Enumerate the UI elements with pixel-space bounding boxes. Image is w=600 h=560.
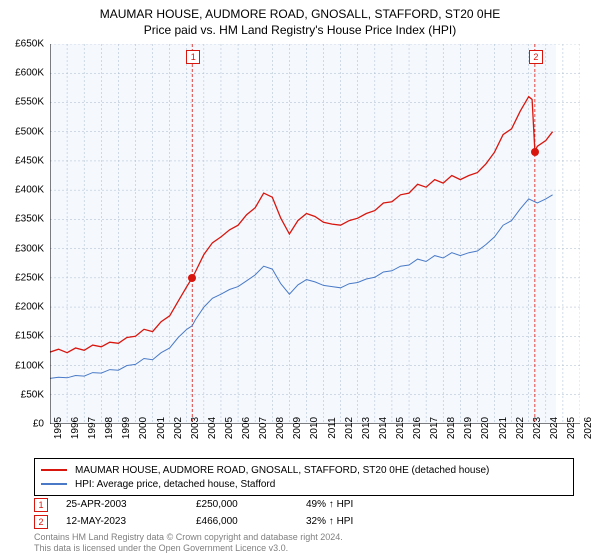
x-tick-label: 2006	[241, 417, 252, 439]
transaction-marker: 1	[186, 50, 200, 64]
x-tick-label: 1995	[53, 417, 64, 439]
chart-title: MAUMAR HOUSE, AUDMORE ROAD, GNOSALL, STA…	[0, 0, 600, 38]
x-tick-label: 2003	[190, 417, 201, 439]
x-tick-label: 1997	[87, 417, 98, 439]
transaction-row: 2 12-MAY-2023£466,00032% ↑ HPI	[34, 513, 574, 530]
y-tick-label: £550K	[15, 97, 44, 108]
x-tick-label: 2020	[480, 417, 491, 439]
legend-label: HPI: Average price, detached house, Staf…	[75, 479, 275, 490]
x-tick-label: 2019	[463, 417, 474, 439]
x-tick-label: 2013	[361, 417, 372, 439]
x-tick-label: 2022	[515, 417, 526, 439]
x-tick-label: 2010	[309, 417, 320, 439]
x-tick-label: 2016	[412, 417, 423, 439]
transaction-row: 1 25-APR-2003£250,00049% ↑ HPI	[34, 496, 574, 513]
footer-attribution: Contains HM Land Registry data © Crown c…	[34, 532, 343, 555]
y-tick-label: £50K	[21, 389, 44, 400]
y-tick-label: £450K	[15, 155, 44, 166]
x-tick-label: 1998	[104, 417, 115, 439]
chart-plot-area: 12	[50, 44, 580, 424]
x-tick-label: 2015	[395, 417, 406, 439]
x-tick-label: 2004	[207, 417, 218, 439]
x-tick-label: 2024	[549, 417, 560, 439]
x-tick-label: 2021	[498, 417, 509, 439]
y-axis: £0£50K£100K£150K£200K£250K£300K£350K£400…	[0, 44, 48, 424]
x-tick-label: 2017	[429, 417, 440, 439]
y-tick-label: £350K	[15, 214, 44, 225]
transaction-dot	[188, 274, 196, 282]
y-tick-label: £150K	[15, 331, 44, 342]
x-axis: 1995199619971998199920002001200220032004…	[50, 424, 580, 458]
y-tick-label: £500K	[15, 126, 44, 137]
title-line-2: Price paid vs. HM Land Registry's House …	[0, 22, 600, 38]
legend-label: MAUMAR HOUSE, AUDMORE ROAD, GNOSALL, STA…	[75, 465, 489, 476]
x-tick-label: 2012	[344, 417, 355, 439]
x-tick-label: 2014	[378, 417, 389, 439]
transaction-date: 25-APR-2003	[66, 499, 196, 510]
y-tick-label: £200K	[15, 302, 44, 313]
transaction-row-marker: 1	[34, 498, 48, 512]
transaction-row-marker: 2	[34, 515, 48, 529]
transaction-price: £466,000	[196, 516, 306, 527]
legend-swatch	[41, 483, 67, 485]
y-tick-label: £650K	[15, 39, 44, 50]
transaction-pct: 49% ↑ HPI	[306, 499, 426, 510]
legend-item: HPI: Average price, detached house, Staf…	[41, 477, 567, 491]
y-tick-label: £600K	[15, 68, 44, 79]
footer-line-2: This data is licensed under the Open Gov…	[34, 543, 343, 554]
x-tick-label: 2008	[275, 417, 286, 439]
x-tick-label: 1996	[70, 417, 81, 439]
transaction-date: 12-MAY-2023	[66, 516, 196, 527]
transaction-marker: 2	[529, 50, 543, 64]
legend-swatch	[41, 469, 67, 471]
x-tick-label: 2023	[532, 417, 543, 439]
y-tick-label: £250K	[15, 272, 44, 283]
y-tick-label: £300K	[15, 243, 44, 254]
y-tick-label: £0	[33, 419, 44, 430]
title-line-1: MAUMAR HOUSE, AUDMORE ROAD, GNOSALL, STA…	[0, 6, 600, 22]
x-tick-label: 2005	[224, 417, 235, 439]
x-tick-label: 2000	[138, 417, 149, 439]
x-tick-label: 2025	[566, 417, 577, 439]
transaction-pct: 32% ↑ HPI	[306, 516, 426, 527]
x-tick-label: 2018	[446, 417, 457, 439]
x-tick-label: 2009	[292, 417, 303, 439]
x-tick-label: 2001	[156, 417, 167, 439]
x-tick-label: 1999	[121, 417, 132, 439]
y-tick-label: £400K	[15, 185, 44, 196]
chart-svg	[50, 44, 580, 424]
y-tick-label: £100K	[15, 360, 44, 371]
x-tick-label: 2011	[327, 417, 338, 439]
x-tick-label: 2002	[173, 417, 184, 439]
footer-line-1: Contains HM Land Registry data © Crown c…	[34, 532, 343, 543]
transaction-price: £250,000	[196, 499, 306, 510]
legend: MAUMAR HOUSE, AUDMORE ROAD, GNOSALL, STA…	[34, 458, 574, 496]
transaction-dot	[531, 148, 539, 156]
legend-item: MAUMAR HOUSE, AUDMORE ROAD, GNOSALL, STA…	[41, 463, 567, 477]
x-tick-label: 2007	[258, 417, 269, 439]
x-tick-label: 2026	[583, 417, 594, 439]
transactions-table: 1 25-APR-2003£250,00049% ↑ HPI 2 12-MAY-202…	[34, 496, 574, 530]
